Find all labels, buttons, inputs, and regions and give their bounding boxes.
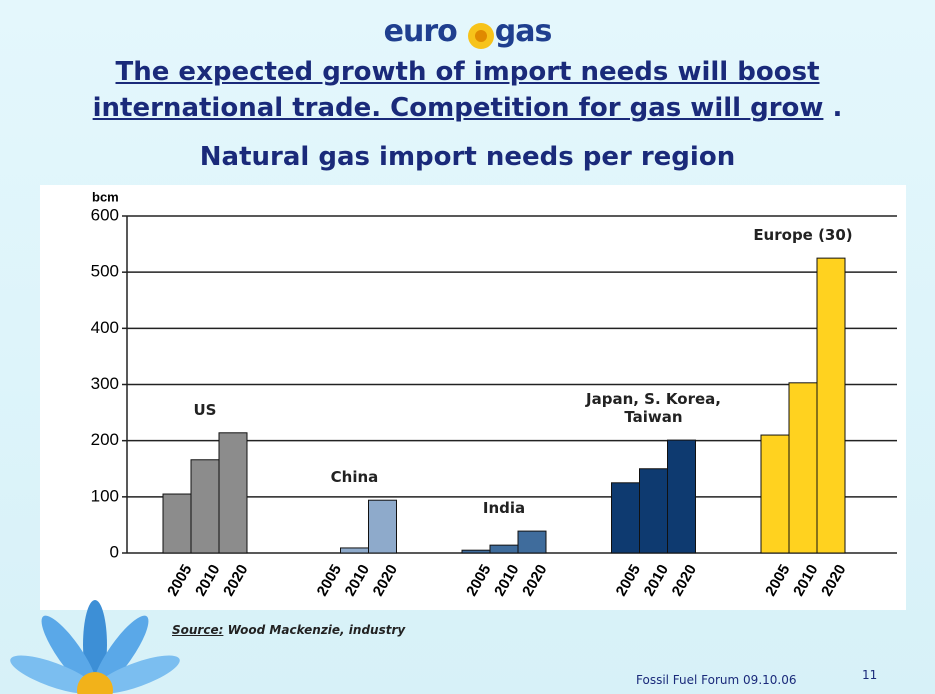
y-tick-label: 600: [91, 205, 119, 224]
logo-flower: [468, 23, 494, 49]
page-number: 11: [862, 668, 878, 682]
region-label: India: [482, 499, 526, 518]
bar: [489, 544, 519, 554]
region-label: US: [193, 400, 217, 419]
bar: [190, 459, 220, 554]
y-tick-label: 400: [91, 318, 119, 337]
source-text: Wood Mackenzie, industry: [227, 623, 406, 637]
y-tick-label: 0: [110, 542, 119, 561]
headline: The expected growth of import needs will…: [0, 54, 935, 126]
bar: [461, 549, 491, 554]
bar: [218, 432, 248, 554]
bar: [517, 530, 547, 554]
y-tick-label: 500: [91, 262, 119, 281]
bar: [162, 493, 192, 554]
y-tick-label: 200: [91, 430, 119, 449]
logo: euro gas: [0, 14, 935, 49]
bar: [667, 439, 696, 554]
chart-title: Natural gas import needs per region: [199, 142, 736, 172]
y-axis-label: bcm: [92, 189, 119, 204]
source: Source: Wood Mackenzie, industry: [172, 623, 405, 637]
logo-right: gas: [494, 14, 553, 49]
region-label: Europe (30): [753, 226, 853, 245]
headline-end: .: [832, 93, 843, 123]
headline-line: The expected growth of import needs will…: [115, 57, 820, 87]
source-label: Source:: [172, 623, 224, 637]
bar: [788, 382, 818, 554]
bar: [760, 434, 790, 554]
logo-left: euro: [383, 14, 458, 49]
y-tick-label: 300: [91, 374, 119, 393]
bar: [368, 499, 397, 554]
y-tick-label: 100: [91, 486, 119, 505]
bar: [816, 257, 846, 554]
bar: [639, 468, 668, 554]
bar: [340, 547, 369, 554]
bar: [611, 482, 640, 554]
headline-line: international trade. Competition for gas…: [92, 93, 824, 123]
region-label: China: [330, 468, 379, 487]
footer: Fossil Fuel Forum 09.10.06: [636, 673, 797, 687]
region-label: Japan, S. Korea, Taiwan: [586, 390, 721, 427]
corner-flower: [10, 600, 180, 694]
